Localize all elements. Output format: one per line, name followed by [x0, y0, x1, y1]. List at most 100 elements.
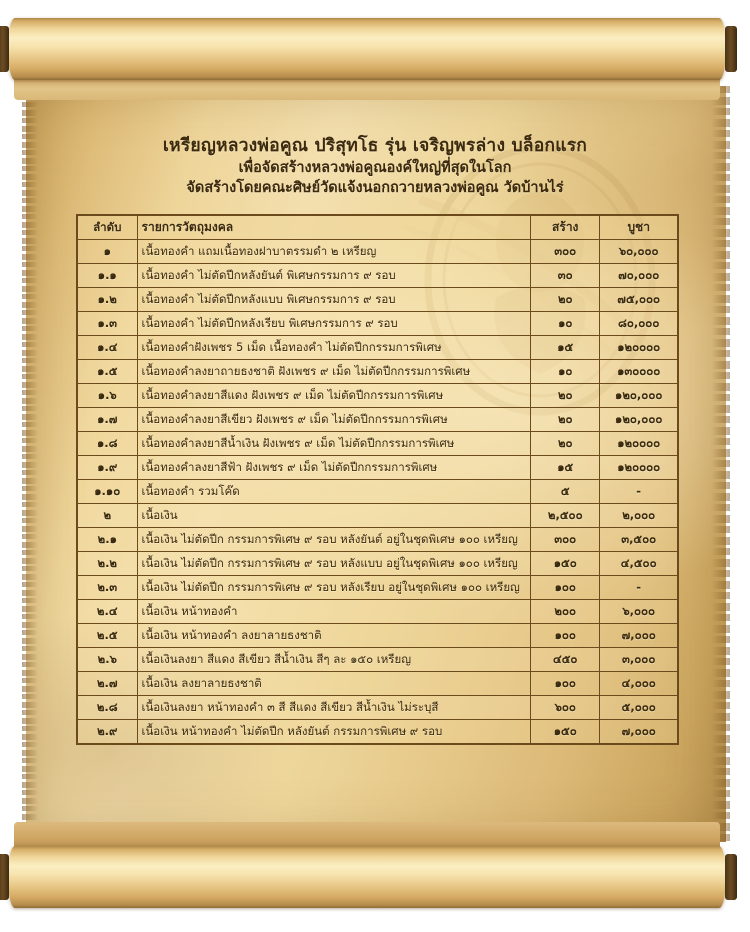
table-row: ๑.๗ เนื้อทองคำลงยาสีเขียว ฝังเพชร ๙ เม็ด …: [77, 407, 678, 432]
cell-make: ๓๐: [530, 263, 601, 288]
cell-no: ๑.๗: [77, 407, 138, 432]
cell-desc: เนื้อทองคำลงยาถายธงชาติ ฝังเพชร ๙ เม็ด ไ…: [136, 359, 532, 384]
cell-no: ๒.๕: [77, 623, 138, 648]
cell-price: ๑๒๐๐๐๐: [599, 455, 678, 480]
cell-price: ๑๓๐๐๐๐: [599, 359, 678, 384]
cell-price: ๒,๐๐๐: [599, 503, 678, 528]
cell-no: ๑: [77, 239, 138, 264]
cell-desc: เนื้อเงิน ไม่ตัดปีก กรรมการพิเศษ ๙ รอบ ห…: [136, 551, 532, 576]
price-table-container: ลำดับ รายการวัตถุมงคล สร้าง บูชา ๑เนื้อท…: [77, 215, 678, 744]
table-row: ๒.๖ เนื้อเงินลงยา สีแดง สีเขียว สีน้ำเงิน…: [77, 647, 678, 672]
table-row: ๒.๔ เนื้อเงิน หน้าทองคำ ๒๐๐ ๖,๐๐๐: [77, 599, 678, 624]
cell-price: -: [599, 479, 678, 504]
cell-price: ๑๒๐๐๐๐: [599, 335, 678, 360]
cell-no: ๒.๙: [77, 719, 138, 744]
cell-make: ๔๕๐: [530, 647, 601, 672]
cell-desc: เนื้อเงินลงยา หน้าทองคำ ๓ สี สีแดง สีเขี…: [136, 695, 532, 720]
cell-make: ๑๐๐: [530, 575, 601, 600]
cell-no: ๒.๘: [77, 695, 138, 720]
cell-desc: เนื้อเงิน: [136, 503, 532, 528]
cell-price: ๓,๕๐๐: [599, 527, 678, 552]
cell-desc: เนื้อเงิน หน้าทองคำ ลงยาลายธงชาติ: [136, 623, 532, 648]
cell-make: ๑๐๐: [530, 623, 601, 648]
table-row: ๑.๒ เนื้อทองคำ ไม่ตัดปีกหลังแบบ พิเศษกรรม…: [77, 287, 678, 312]
cell-make: ๓๐๐: [530, 239, 601, 264]
scroll-curl-bottom: [14, 822, 720, 848]
table-body: ๑เนื้อทองคำ แถมเนื้อทองฝาบาตรรมดำ ๒ เหรี…: [77, 239, 678, 744]
cell-desc: เนื้อทองคำลงยาสีฟ้า ฝังเพชร ๙ เม็ด ไม่ตั…: [136, 455, 532, 480]
cell-make: ๖๐๐: [530, 695, 601, 720]
cell-no: ๑.๒: [77, 287, 138, 312]
cell-make: ๑๐๐: [530, 671, 601, 696]
cell-desc: เนื้อเงิน ลงยาลายธงชาติ: [136, 671, 532, 696]
table-row: ๑.๖ เนื้อทองคำลงยาสีแดง ฝังเพชร ๙ เม็ด ไม…: [77, 383, 678, 408]
cell-no: ๒.๓: [77, 575, 138, 600]
title-line-2: เพื่อจัดสร้างหลวงพ่อคูณองค์ใหญ่ที่สุดในโ…: [238, 160, 512, 176]
cell-desc: เนื้อเงินลงยา สีแดง สีเขียว สีน้ำเงิน สี…: [136, 647, 532, 672]
cell-no: ๒.๖: [77, 647, 138, 672]
cell-no: ๒.๔: [77, 599, 138, 624]
cell-price: -: [599, 575, 678, 600]
table-row: ๑.๑ เนื้อทองคำ ไม่ตัดปีกหลังยันต์ พิเศษกร…: [77, 263, 678, 288]
table-row: ๑.๔ เนื้อทองคำฝังเพชร 5 เม็ด เนื้อทองคำ ไ…: [77, 335, 678, 360]
table-row: ๑.๕ เนื้อทองคำลงยาถายธงชาติ ฝังเพชร ๙ เม็…: [77, 359, 678, 384]
cell-price: ๗,๐๐๐: [599, 719, 678, 744]
table-row: ๒.๙ เนื้อเงิน หน้าทองคำ ไม่ตัดปีก หลังยัน…: [77, 719, 678, 744]
cell-price: ๘๐,๐๐๐: [599, 311, 678, 336]
cell-make: ๒,๕๐๐: [530, 503, 601, 528]
cell-desc: เนื้อทองคำลงยาสีน้ำเงิน ฝังเพชร ๙ เม็ด ไ…: [136, 431, 532, 456]
cell-desc: เนื้อทองคำลงยาสีแดง ฝังเพชร ๙ เม็ด ไม่ตั…: [136, 383, 532, 408]
table-header: ลำดับ รายการวัตถุมงคล สร้าง บูชา: [77, 215, 678, 240]
cell-desc: เนื้อทองคำ ไม่ตัดปีกหลังยันต์ พิเศษกรรมก…: [136, 263, 532, 288]
cell-no: ๑.๙: [77, 455, 138, 480]
scroll-roller-bottom: [0, 846, 737, 908]
amulet-price-table: ลำดับ รายการวัตถุมงคล สร้าง บูชา ๑เนื้อท…: [77, 215, 678, 744]
column-header-price: บูชา: [599, 215, 678, 240]
cell-desc: เนื้อทองคำ ไม่ตัดปีกหลังแบบ พิเศษกรรมการ…: [136, 287, 532, 312]
cell-desc: เนื้อเงิน ไม่ตัดปีก กรรมการพิเศษ ๙ รอบ ห…: [136, 575, 532, 600]
cell-no: ๒.๗: [77, 671, 138, 696]
cell-no: ๑.๖: [77, 383, 138, 408]
table-row: ๑.๙ เนื้อทองคำลงยาสีฟ้า ฝังเพชร ๙ เม็ด ไม…: [77, 455, 678, 480]
cell-make: ๑๕๐: [530, 551, 601, 576]
cell-price: ๑๒๐,๐๐๐: [599, 383, 678, 408]
cell-desc: เนื้อเงิน หน้าทองคำ ไม่ตัดปีก หลังยันต์ …: [136, 719, 532, 744]
cell-desc: เนื้อทองคำฝังเพชร 5 เม็ด เนื้อทองคำ ไม่ต…: [136, 335, 532, 360]
cell-make: ๒๐๐: [530, 599, 601, 624]
title-line-1: เหรียญหลวงพ่อคูณ ปริสุทโธ รุ่น เจริญพรล่…: [162, 136, 588, 156]
cell-no: ๑.๘: [77, 431, 138, 456]
table-row: ๒เนื้อเงิน ๒,๕๐๐ ๒,๐๐๐: [77, 503, 678, 528]
cell-no: ๒.๑: [77, 527, 138, 552]
table-row: ๒.๓ เนื้อเงิน ไม่ตัดปีก กรรมการพิเศษ ๙ รอ…: [77, 575, 678, 600]
cell-no: ๑.๑๐: [77, 479, 138, 504]
cell-price: ๖๐,๐๐๐: [599, 239, 678, 264]
cell-desc: เนื้อเงิน ไม่ตัดปีก กรรมการพิเศษ ๙ รอบ ห…: [136, 527, 532, 552]
cell-no: ๑.๕: [77, 359, 138, 384]
table-row: ๒.๒ เนื้อเงิน ไม่ตัดปีก กรรมการพิเศษ ๙ รอ…: [77, 551, 678, 576]
cell-price: ๗๐,๐๐๐: [599, 263, 678, 288]
table-row: ๑.๓ เนื้อทองคำ ไม่ตัดปีกหลังเรียบ พิเศษกร…: [77, 311, 678, 336]
cell-make: ๑๕๐: [530, 719, 601, 744]
table-row: ๒.๑ เนื้อเงิน ไม่ตัดปีก กรรมการพิเศษ ๙ รอ…: [77, 527, 678, 552]
cell-make: ๑๐: [530, 359, 601, 384]
cell-make: ๒๐: [530, 383, 601, 408]
cell-price: ๕,๐๐๐: [599, 695, 678, 720]
cell-no: ๒.๒: [77, 551, 138, 576]
cell-no: ๑.๑: [77, 263, 138, 288]
cell-make: ๓๐๐: [530, 527, 601, 552]
cell-make: ๑๐: [530, 311, 601, 336]
table-row: ๒.๘ เนื้อเงินลงยา หน้าทองคำ ๓ สี สีแดง สี…: [77, 695, 678, 720]
table-row: ๒.๕ เนื้อเงิน หน้าทองคำ ลงยาลายธงชาติ ๑๐๐๗…: [77, 623, 678, 648]
cell-make: ๑๕: [530, 455, 601, 480]
cell-desc: เนื้อทองคำ รวมโค๊ด: [136, 479, 532, 504]
cell-price: ๖,๐๐๐: [599, 599, 678, 624]
table-row: ๑.๘ เนื้อทองคำลงยาสีน้ำเงิน ฝังเพชร ๙ เม็…: [77, 431, 678, 456]
cell-desc: เนื้อทองคำ ไม่ตัดปีกหลังเรียบ พิเศษกรรมก…: [136, 311, 532, 336]
cell-desc: เนื้อทองคำ แถมเนื้อทองฝาบาตรรมดำ ๒ เหรีย…: [136, 239, 532, 264]
column-header-no: ลำดับ: [77, 215, 138, 240]
column-header-make: สร้าง: [530, 215, 601, 240]
table-row: ๑.๑๐ เนื้อทองคำ รวมโค๊ด๕-: [77, 479, 678, 504]
cell-price: ๑๒๐,๐๐๐: [599, 407, 678, 432]
cell-price: ๓,๐๐๐: [599, 647, 678, 672]
